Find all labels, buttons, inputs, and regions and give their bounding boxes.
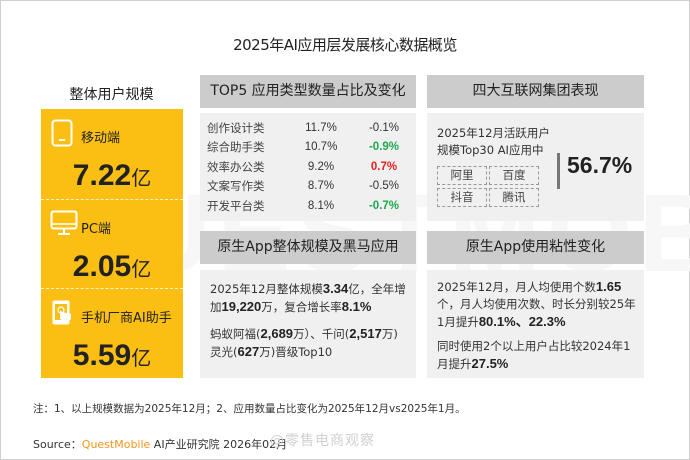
source-brand: QuestMobile [81, 438, 151, 451]
segment-mobile: 移动端 7.22亿 [41, 109, 183, 199]
stickiness-panel: 2025年12月，月人均使用个数1.65个，月人均使用次数、时长分别较25年1月… [427, 270, 644, 378]
segment-value: 2.05亿 [72, 249, 152, 283]
company-tag: 阿里 [437, 166, 487, 185]
top5-table: 创作设计类 11.7% -0.1% 综合助手类 10.7% -0.9% 效率办公类 9.2… [200, 118, 416, 216]
native-scale-heading: 原生App整体规模及黑马应用 [200, 231, 416, 264]
segment-vendor-ai: 手机厂商AI助手 5.59亿 [41, 288, 183, 378]
native-scale-paragraph-2: 蚂蚁阿福(2,689万）、千问(2,517万) 灵光(627万)晋级Top10 [210, 326, 398, 359]
big-four-panel: 2025年12月活跃用户 规模Top30 AI应用中 阿里 百度 抖音 腾讯 56… [427, 113, 644, 221]
top5-panel: 创作设计类 11.7% -0.1% 综合助手类 10.7% -0.9% 效率办公类 9.2… [200, 113, 416, 221]
divider-bar [557, 153, 560, 189]
table-row: 开发平台类 8.1% -0.7% [207, 198, 400, 213]
company-tag: 抖音 [437, 188, 487, 207]
source-line: Source：QuestMobile AI产业研究院 2026年02月 [33, 438, 288, 451]
segment-pc: PC端 2.05亿 [41, 198, 183, 289]
stickiness-paragraph-1: 2025年12月，月人均使用个数1.65个，月人均使用次数、时长分别较25年1月… [437, 279, 636, 329]
user-scale-heading: 整体用户规模 [69, 87, 154, 103]
weibo-watermark: @零售电商观察 [270, 433, 375, 449]
big-four-description: 2025年12月活跃用户 规模Top30 AI应用中 [437, 126, 550, 157]
stickiness-paragraph-2: 同时使用2个以上用户占比较2024年1月提升27.5% [437, 339, 631, 371]
native-scale-panel: 2025年12月整体规模3.34亿，全年增加19,220万，复合增长率8.1% … [200, 270, 416, 378]
stickiness-heading: 原生App使用粘性变化 [427, 231, 644, 264]
desktop-monitor-icon [50, 210, 78, 235]
user-scale-panel: 移动端 7.22亿 PC端 2.05亿 手机厂商AI助手 5.59亿 [41, 109, 183, 378]
segment-value: 5.59亿 [72, 339, 152, 373]
company-tag: 腾讯 [489, 188, 539, 207]
table-row: 创作设计类 11.7% -0.1% [207, 120, 400, 135]
big-four-heading: 四大互联网集团表现 [427, 75, 644, 108]
big-four-share-value: 56.7% [567, 152, 633, 178]
segment-label: 手机厂商AI助手 [81, 311, 172, 327]
segment-value: 7.22亿 [72, 159, 152, 192]
table-row: 效率办公类 9.2% 0.7% [207, 159, 398, 174]
table-row: 文案写作类 8.7% -0.5% [207, 179, 400, 194]
native-scale-paragraph-1: 2025年12月整体规模3.34亿，全年增加19,220万，复合增长率8.1% [210, 281, 406, 314]
company-tags: 阿里 百度 抖音 腾讯 [437, 166, 539, 207]
mobile-phone-icon [51, 119, 73, 147]
footnote: 注：1、以上规模数据为2025年12月；2、应用数量占比变化为2025年12月v… [33, 403, 466, 415]
company-tag: 百度 [489, 166, 539, 185]
table-row: 综合助手类 10.7% -0.9% [207, 140, 400, 155]
segment-label: 移动端 [81, 131, 121, 146]
page-title: 2025年AI应用层发展核心数据概览 [233, 36, 457, 54]
top5-heading: TOP5 应用类型数量占比及变化 [200, 75, 416, 108]
touch-phone-icon [52, 300, 71, 325]
segment-label: PC端 [81, 221, 111, 237]
